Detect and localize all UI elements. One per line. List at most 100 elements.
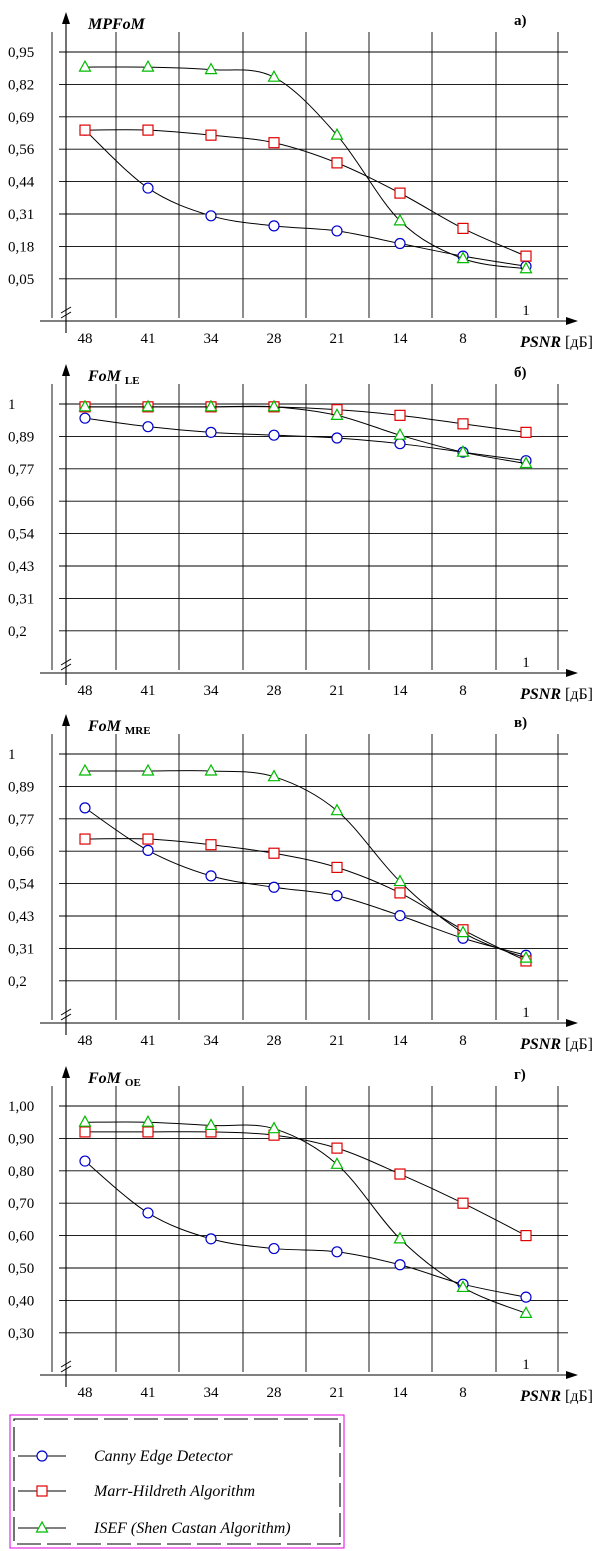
y-axis-label: MPFoM xyxy=(87,16,146,33)
y-tick-label: 0,77 xyxy=(8,462,35,478)
data-point-isef xyxy=(519,1306,533,1318)
data-point-canny xyxy=(205,1233,217,1245)
y-tick-label: 0,69 xyxy=(8,110,34,126)
y-axis-label-sub: LE xyxy=(125,375,140,387)
x-axis-label-main: PSNR xyxy=(519,1388,561,1405)
data-point-isef xyxy=(141,763,155,776)
x-tick-label: 1 xyxy=(522,303,530,319)
data-point-marr-hildreth xyxy=(142,1126,154,1138)
data-point-isef xyxy=(330,803,344,816)
data-point-isef xyxy=(519,950,533,963)
legend-marker xyxy=(36,1485,48,1497)
x-tick-label: 48 xyxy=(78,683,93,699)
data-point-isef xyxy=(204,399,218,412)
series-line-canny xyxy=(84,1160,527,1298)
y-tick-label: 0,70 xyxy=(8,1196,34,1212)
data-point-marr-hildreth xyxy=(457,222,469,234)
data-point-canny xyxy=(79,802,91,814)
data-point-isef xyxy=(456,925,470,938)
x-axis-label-main: PSNR xyxy=(519,686,561,703)
data-point-marr-hildreth xyxy=(331,157,343,169)
x-tick-label: 28 xyxy=(267,1385,282,1401)
y-tick-label: 0,05 xyxy=(8,272,34,288)
data-point-marr-hildreth xyxy=(457,418,469,430)
y-axis-label-main: FoM xyxy=(87,718,122,735)
y-axis-label-main: FoM xyxy=(87,368,122,385)
x-axis-label: PSNR [дБ] xyxy=(519,1388,593,1405)
data-point-canny xyxy=(205,870,217,882)
data-point-canny xyxy=(394,909,406,922)
data-point-marr-hildreth xyxy=(331,861,343,874)
data-point-isef xyxy=(456,251,470,264)
panel-label: г) xyxy=(514,1067,526,1083)
data-point-canny xyxy=(331,890,343,902)
y-tick-label: 0,89 xyxy=(8,779,34,795)
series-line-marr-hildreth xyxy=(84,129,527,257)
data-point-marr-hildreth xyxy=(394,409,406,421)
legend-marker xyxy=(36,1450,48,1462)
data-point-isef xyxy=(519,261,533,274)
data-point-marr-hildreth xyxy=(142,124,154,136)
x-tick-label: 14 xyxy=(393,683,409,699)
axis-break-mark xyxy=(60,1008,72,1016)
data-point-canny xyxy=(268,429,280,441)
x-axis-arrow xyxy=(566,1019,578,1027)
data-point-isef xyxy=(393,213,407,226)
y-axis-arrow xyxy=(62,714,70,726)
data-point-canny xyxy=(205,426,217,438)
data-point-marr-hildreth xyxy=(394,1168,406,1180)
y-axis-arrow xyxy=(62,12,70,24)
data-point-marr-hildreth xyxy=(394,187,406,199)
data-point-canny xyxy=(142,421,154,433)
y-axis-label-sub: MRE xyxy=(125,725,151,737)
legend-label: Canny Edge Detector xyxy=(94,1448,233,1465)
y-tick-label: 0,66 xyxy=(8,844,35,860)
y-tick-label: 0,18 xyxy=(8,239,34,255)
x-axis-arrow xyxy=(566,669,578,677)
axis-break-mark xyxy=(60,306,72,314)
x-tick-label: 34 xyxy=(204,683,220,699)
legend-label: ISEF (Shen Castan Algorithm) xyxy=(93,1520,291,1537)
x-tick-label: 14 xyxy=(393,331,409,347)
data-point-canny xyxy=(79,412,91,424)
y-tick-label: 0,60 xyxy=(8,1229,34,1245)
x-tick-label: 1 xyxy=(522,655,530,671)
y-axis-label: FoM LE xyxy=(87,368,140,387)
y-tick-label: 0,90 xyxy=(8,1131,34,1147)
legend-frame xyxy=(9,1414,345,1549)
x-axis-label: PSNR [дБ] xyxy=(519,686,593,703)
data-point-canny xyxy=(394,237,406,250)
data-point-marr-hildreth xyxy=(79,1126,91,1138)
y-axis-label-main: MPFoM xyxy=(87,16,146,33)
data-point-canny xyxy=(331,1246,343,1258)
data-point-marr-hildreth xyxy=(205,129,217,141)
x-axis-label-unit: [дБ] xyxy=(565,1036,593,1053)
y-tick-label: 0,2 xyxy=(8,624,27,640)
x-axis-label-unit: [дБ] xyxy=(565,686,593,703)
data-point-canny xyxy=(394,1259,406,1271)
data-point-isef xyxy=(330,408,344,420)
chart-panel-2: 1 0,89 0,77 0,66 0,54 0,43 0,31 0,2 48 41 34 28 21 14… xyxy=(8,364,593,703)
y-tick-label: 0,40 xyxy=(8,1293,34,1309)
legend-inner-frame xyxy=(13,1418,341,1545)
y-tick-label: 0,43 xyxy=(8,559,34,575)
data-point-isef xyxy=(204,62,218,75)
x-tick-label: 34 xyxy=(204,331,220,347)
data-point-marr-hildreth xyxy=(520,426,532,438)
x-axis-label-main: PSNR xyxy=(519,334,561,351)
data-point-isef xyxy=(456,444,470,457)
data-point-isef xyxy=(393,874,407,887)
legend: Canny Edge Detector Marr-Hildreth Algorit… xyxy=(9,1414,345,1549)
x-tick-label: 28 xyxy=(267,331,282,347)
axis-break-mark xyxy=(60,311,72,319)
axis-break-mark xyxy=(60,1365,72,1373)
y-tick-label: 0,31 xyxy=(8,941,34,957)
data-point-marr-hildreth xyxy=(79,833,91,845)
x-tick-label: 34 xyxy=(204,1385,220,1401)
y-tick-label: 0,89 xyxy=(8,429,34,445)
data-point-canny xyxy=(142,844,154,856)
x-tick-label: 28 xyxy=(267,683,282,699)
data-point-marr-hildreth xyxy=(520,1229,532,1242)
data-point-isef xyxy=(78,1114,92,1127)
